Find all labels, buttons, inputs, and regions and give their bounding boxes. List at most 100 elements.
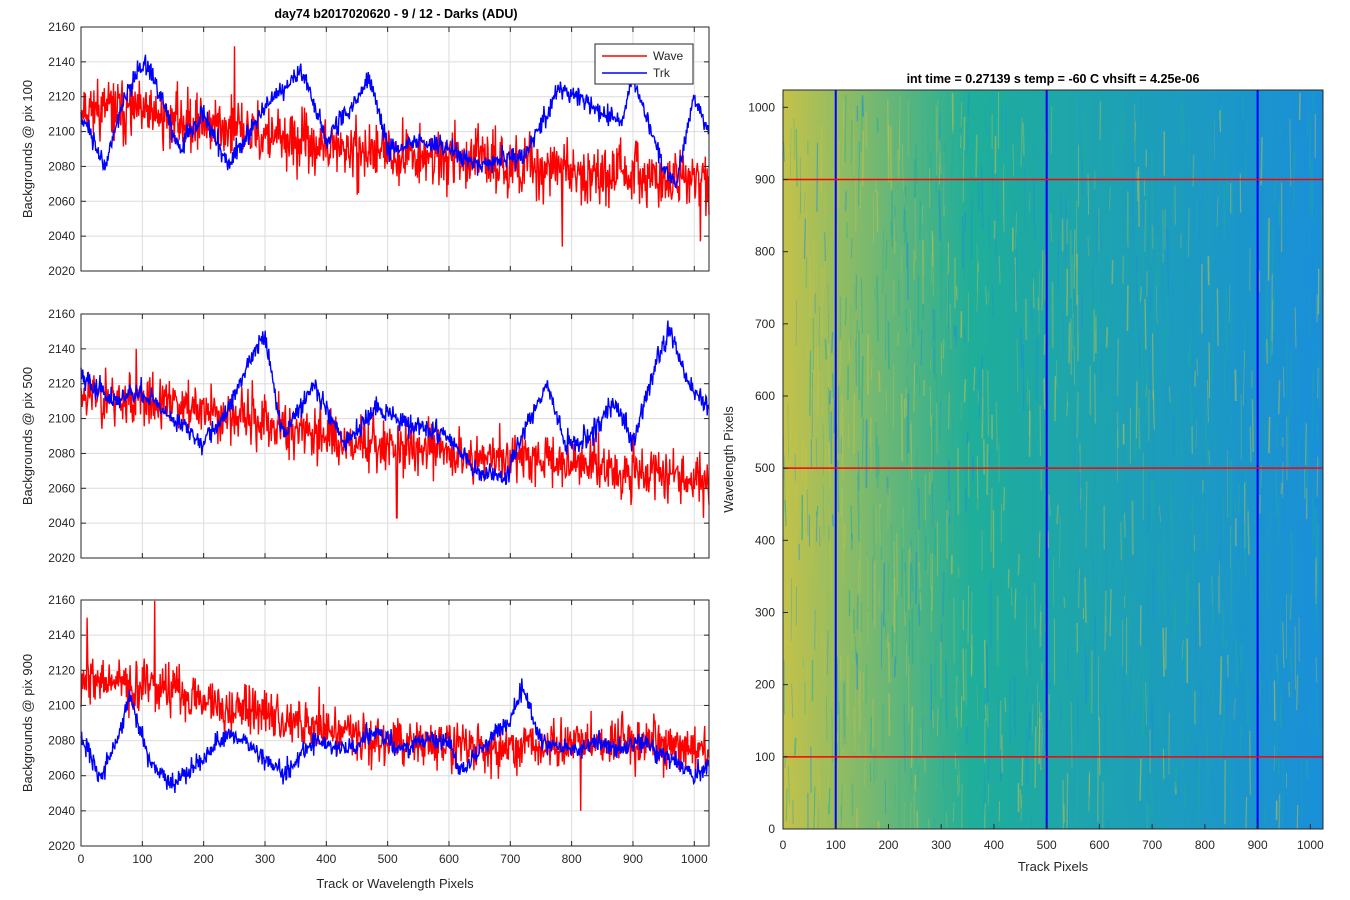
streak: [872, 505, 876, 563]
streak: [1266, 551, 1269, 608]
streak: [1181, 159, 1184, 210]
streak: [976, 264, 979, 312]
streak: [1011, 273, 1014, 308]
streak: [1181, 640, 1184, 660]
streak: [1049, 704, 1052, 739]
series-line-trk: [80, 54, 710, 189]
streak: [1099, 783, 1102, 804]
streak: [1290, 594, 1292, 620]
streak: [876, 275, 879, 342]
streak: [1158, 250, 1161, 287]
streak: [1259, 672, 1262, 701]
streak: [1048, 494, 1051, 517]
streak: [841, 406, 844, 470]
streak: [791, 683, 793, 719]
streak: [1180, 233, 1182, 248]
streak: [939, 618, 942, 687]
streak: [1121, 515, 1124, 570]
streak: [790, 126, 792, 179]
streak: [1155, 235, 1159, 292]
streak: [1233, 497, 1237, 512]
streak: [836, 656, 839, 715]
streak: [915, 733, 918, 769]
streak: [1270, 273, 1274, 342]
streak: [1198, 582, 1201, 647]
streak: [1162, 627, 1165, 677]
y-tick-label: 2040: [48, 804, 75, 818]
x-tick-label: 900: [623, 852, 643, 866]
streak: [863, 828, 865, 829]
streak: [1282, 366, 1285, 398]
streak: [1169, 478, 1172, 518]
streak: [1004, 697, 1007, 712]
streak: [1247, 511, 1250, 555]
y-tick-label: 2120: [48, 90, 75, 104]
streak: [892, 608, 895, 663]
streak: [1318, 312, 1320, 355]
streak: [1230, 570, 1233, 627]
streak: [984, 803, 986, 829]
y-tick-label: 2140: [48, 628, 75, 642]
streak: [861, 95, 864, 117]
streak: [1160, 572, 1164, 592]
streak: [992, 127, 995, 161]
streak: [995, 353, 997, 384]
streak: [1248, 730, 1252, 796]
streak: [1025, 637, 1027, 689]
streak: [799, 192, 802, 219]
streak: [825, 657, 828, 669]
streak: [1307, 206, 1310, 268]
axes-frame: [80, 26, 710, 272]
x-tick-label: 100: [826, 838, 846, 852]
streak: [1000, 377, 1003, 390]
streak: [1296, 804, 1299, 829]
y-tick-label: 2160: [48, 20, 75, 34]
y-tick-label: 2060: [48, 481, 75, 495]
x-axis-label: Track or Wavelength Pixels: [316, 876, 474, 891]
streak: [1116, 616, 1119, 661]
streak: [790, 388, 793, 452]
streak: [1003, 487, 1006, 511]
streak: [852, 109, 855, 175]
streak: [1172, 601, 1174, 644]
streak: [1229, 530, 1232, 573]
streak: [890, 221, 893, 236]
streak: [827, 441, 830, 471]
streak: [1033, 381, 1036, 409]
streak: [1138, 651, 1141, 683]
streak: [954, 752, 957, 770]
streak: [1149, 289, 1152, 313]
x-tick-label: 1000: [681, 852, 708, 866]
streak: [870, 414, 873, 472]
streak: [1060, 194, 1063, 232]
streak: [1151, 151, 1154, 214]
streak: [918, 603, 921, 626]
streak: [823, 230, 826, 291]
streak: [1185, 571, 1189, 625]
streak: [907, 348, 909, 366]
streak: [874, 287, 877, 300]
streak: [1065, 255, 1068, 287]
streak: [1247, 682, 1251, 729]
streak: [1219, 110, 1222, 133]
streak: [876, 117, 879, 133]
streak: [821, 687, 824, 736]
streak: [943, 141, 946, 166]
streak: [938, 190, 942, 241]
streak: [915, 144, 918, 185]
streak: [1283, 647, 1285, 670]
y-tick-label: 300: [755, 605, 775, 619]
streak: [888, 692, 891, 737]
streak: [874, 179, 878, 193]
streak: [1078, 568, 1080, 608]
streak: [1294, 783, 1296, 829]
streak: [810, 525, 814, 571]
streak: [837, 460, 840, 512]
streak: [1109, 589, 1112, 637]
streak: [1208, 450, 1211, 466]
streak: [1075, 200, 1078, 269]
streak: [983, 770, 986, 815]
streak: [1275, 470, 1278, 517]
streak: [1260, 137, 1263, 186]
streak: [1138, 407, 1141, 449]
